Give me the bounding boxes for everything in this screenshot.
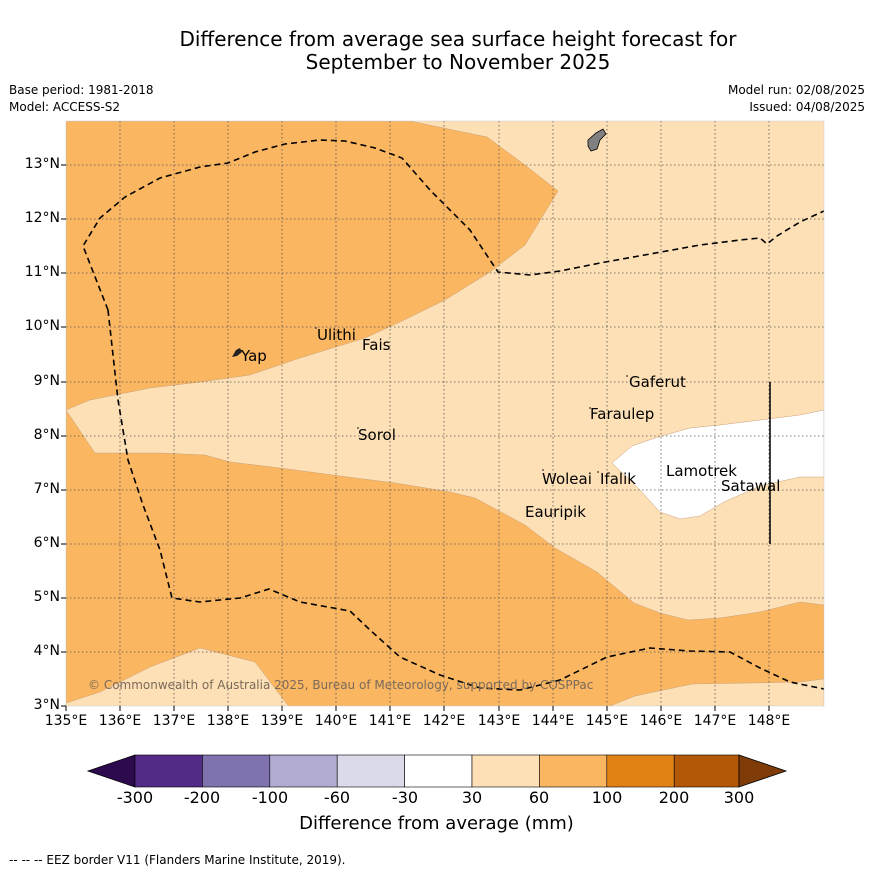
- x-tick-label: 137°E: [152, 713, 196, 729]
- place-label-ifalik: Ifalik: [600, 470, 636, 488]
- ulithi-islet: [315, 327, 317, 329]
- guam-island: [587, 128, 607, 152]
- copyright-notice: © Commonwealth of Australia 2025, Bureau…: [88, 678, 594, 692]
- colorbar-label: 30: [461, 788, 483, 807]
- colorbar-title: Difference from average (mm): [299, 813, 574, 834]
- colorbar-extend-low: [86, 754, 136, 788]
- sorol-islet: [357, 427, 359, 429]
- band-30-60-southwest: [66, 647, 289, 706]
- ifalik-islet: [597, 471, 599, 473]
- y-tick-label: 3°N: [33, 697, 60, 713]
- y-tick-label: 8°N: [33, 427, 60, 443]
- title-line-2: September to November 2025: [305, 50, 611, 74]
- place-label-woleai: Woleai: [542, 470, 592, 488]
- y-tick-label: 12°N: [24, 210, 60, 226]
- yap-island: [232, 348, 242, 357]
- colorbar-segment: [404, 754, 473, 788]
- y-tick-label: 5°N: [33, 589, 60, 605]
- model-name: Model: ACCESS-S2: [9, 100, 121, 114]
- x-tick-label: 139°E: [260, 713, 304, 729]
- meta-right: Model run: 02/08/2025 Issued: 04/08/2025: [728, 82, 865, 116]
- issued-date: Issued: 04/08/2025: [749, 100, 865, 114]
- eez-border: [82, 139, 824, 691]
- eez-legend-note: -- -- -- EEZ border V11 (Flanders Marine…: [9, 853, 346, 867]
- colorbar-extend-high: [738, 754, 788, 788]
- map-frame: [65, 120, 825, 707]
- band-30-60-southeast: [609, 678, 824, 706]
- colorbar-label: 300: [723, 788, 755, 807]
- colorbar-label: -30: [391, 788, 419, 807]
- colorbar-label: -300: [116, 788, 154, 807]
- x-tick-label: 144°E: [531, 713, 575, 729]
- woleai-islet: [542, 469, 544, 471]
- gaferut-islet: [626, 375, 628, 377]
- place-label-lamotrek: Lamotrek: [666, 462, 737, 480]
- colorbar-segment: [336, 754, 405, 788]
- x-tick-label: 143°E: [477, 713, 521, 729]
- colorbar-label: -200: [183, 788, 221, 807]
- y-tick-label: 6°N: [33, 535, 60, 551]
- place-label-fais: Fais: [362, 336, 391, 354]
- base-period: Base period: 1981-2018: [9, 83, 154, 97]
- x-tick-label: 145°E: [585, 713, 629, 729]
- place-label-yap: Yap: [241, 347, 267, 365]
- x-tick-label: 140°E: [314, 713, 358, 729]
- x-tick-label: 146°E: [639, 713, 683, 729]
- colorbar-segment: [539, 754, 608, 788]
- band-60-100-south: [66, 409, 824, 706]
- chart-title: Difference from average sea surface heig…: [0, 28, 873, 74]
- x-tick-label: 138°E: [206, 713, 250, 729]
- colorbar-segment: [202, 754, 271, 788]
- colorbar-label: 100: [591, 788, 623, 807]
- colorbar-segment: [606, 754, 675, 788]
- colorbar-segment: [673, 754, 740, 788]
- x-tick-label: 135°E: [44, 713, 88, 729]
- y-tick-label: 11°N: [24, 264, 60, 280]
- y-tick-label: 10°N: [24, 318, 60, 334]
- title-line-1: Difference from average sea surface heig…: [179, 27, 737, 51]
- colorbar-label: -100: [251, 788, 289, 807]
- colorbar-label: 60: [528, 788, 550, 807]
- x-tick-label: 141°E: [368, 713, 412, 729]
- place-label-ulithi: Ulithi: [317, 326, 356, 344]
- band-60-100-north: [66, 121, 559, 411]
- faraulep-islet: [589, 407, 591, 409]
- colorbar-label: 200: [658, 788, 690, 807]
- y-tick-label: 13°N: [24, 156, 60, 172]
- y-tick-label: 7°N: [33, 481, 60, 497]
- place-label-faraulep: Faraulep: [590, 405, 655, 423]
- place-label-gaferut: Gaferut: [629, 373, 686, 391]
- x-tick-label: 148°E: [747, 713, 791, 729]
- y-tick-label: 9°N: [33, 373, 60, 389]
- model-run: Model run: 02/08/2025: [727, 83, 865, 97]
- colorbar-segment: [134, 754, 203, 788]
- x-tick-label: 136°E: [98, 713, 142, 729]
- near-zero-region: [611, 409, 824, 520]
- axis-ticks: [61, 164, 770, 711]
- meta-left: Base period: 1981-2018 Model: ACCESS-S2: [9, 82, 154, 116]
- colorbar-segment: [269, 754, 338, 788]
- colorbar: [86, 754, 788, 788]
- colorbar-segment: [471, 754, 540, 788]
- place-label-sorol: Sorol: [358, 426, 396, 444]
- place-label-satawal: Satawal: [721, 477, 781, 495]
- x-tick-label: 147°E: [693, 713, 737, 729]
- x-tick-label: 142°E: [422, 713, 466, 729]
- y-tick-label: 4°N: [33, 643, 60, 659]
- colorbar-label: -60: [323, 788, 351, 807]
- place-label-eauripik: Eauripik: [525, 503, 586, 521]
